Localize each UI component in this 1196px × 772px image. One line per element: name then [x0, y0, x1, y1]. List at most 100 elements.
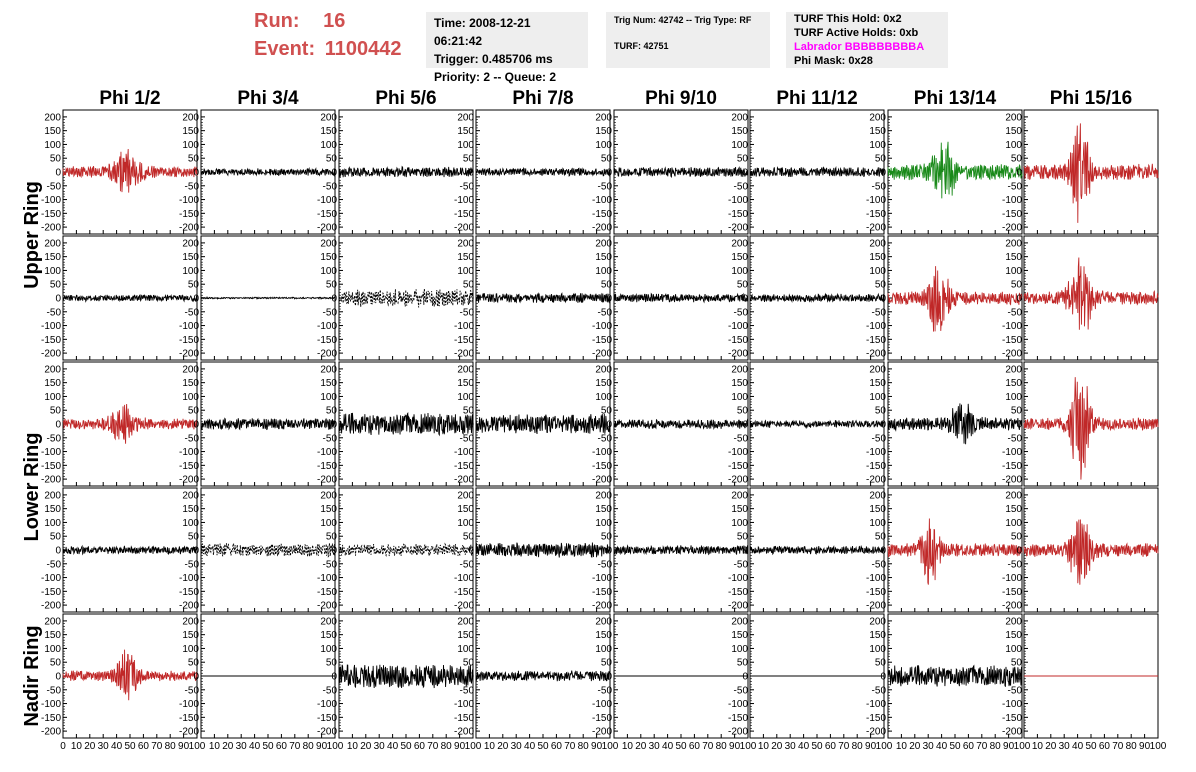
ytick-label: 150 [869, 126, 886, 137]
column-title-7: Phi 13/14 [914, 88, 997, 109]
xtick-label: 40 [387, 741, 399, 752]
ytick-label: -200 [592, 475, 612, 486]
ytick-label: 100 [182, 392, 199, 403]
ytick-label: 150 [731, 630, 748, 641]
ytick-label: 0 [880, 672, 886, 683]
xtick-label: 90 [178, 741, 190, 752]
xtick-label: 60 [825, 741, 837, 752]
ytick-label: 50 [188, 406, 200, 417]
ytick-label: -150 [454, 335, 474, 346]
ytick-label: 50 [737, 406, 749, 417]
waveform-trace-r3-c0 [62, 544, 198, 556]
ytick-label: 150 [595, 126, 612, 137]
ytick-label: 100 [182, 518, 199, 529]
ytick-label: -200 [179, 727, 199, 738]
xtick-label: 60 [138, 741, 150, 752]
ytick-label: 0 [606, 546, 612, 557]
column-title-6: Phi 11/12 [776, 88, 857, 109]
ytick-label: 100 [1005, 266, 1022, 277]
ytick-label: 0 [1016, 420, 1022, 431]
xtick-label: 10 [1032, 741, 1044, 752]
phi-mask-text: Phi Mask: 0x28 [794, 55, 873, 67]
waveform-trace-r1-c2 [338, 288, 474, 308]
xtick-label: 80 [716, 741, 728, 752]
xtick-label: 20 [222, 741, 234, 752]
turf-info-box: TURF This Hold: 0x2 TURF Active Holds: 0… [786, 12, 948, 68]
ytick-label: 150 [1005, 504, 1022, 515]
ytick-label: -100 [317, 195, 337, 206]
ytick-label: -150 [728, 713, 748, 724]
event-label: Event: 1100442 [254, 38, 401, 61]
ytick-label: -150 [592, 587, 612, 598]
ytick-label: -200 [454, 349, 474, 360]
ytick-label: -200 [1002, 601, 1022, 612]
ytick-label: -150 [317, 587, 337, 598]
ytick-label: -150 [179, 713, 199, 724]
xtick-label: 90 [729, 741, 741, 752]
ytick-label: 200 [869, 616, 886, 627]
ytick-label: -150 [454, 587, 474, 598]
ytick-label: -200 [728, 475, 748, 486]
ytick-label: -50 [185, 685, 200, 696]
ytick-label: 50 [875, 280, 887, 291]
event-value: 1100442 [324, 38, 402, 60]
xtick-label: 100 [740, 741, 757, 752]
ytick-label: -50 [734, 685, 749, 696]
xtick-label: 20 [360, 741, 372, 752]
ytick-label: -200 [41, 601, 61, 612]
ytick-label: 0 [880, 168, 886, 179]
xtick-label: 30 [923, 741, 935, 752]
xtick-label: 70 [151, 741, 163, 752]
xtick-label: 90 [865, 741, 877, 752]
ytick-label: 200 [731, 238, 748, 249]
xtick-label: 70 [976, 741, 988, 752]
ytick-label: -100 [1002, 195, 1022, 206]
ytick-label: -50 [323, 433, 338, 444]
ytick-label: 100 [182, 644, 199, 655]
ytick-label: 100 [457, 392, 474, 403]
ytick-label: 150 [457, 252, 474, 263]
ytick-label: 0 [742, 546, 748, 557]
xtick-label: 60 [963, 741, 975, 752]
ytick-label: 50 [188, 154, 200, 165]
ytick-label: -100 [454, 447, 474, 458]
waveform-trace-r1-c5 [749, 292, 885, 303]
waveform-trace-r0-c3 [475, 167, 611, 177]
xtick-label: 80 [1126, 741, 1138, 752]
ytick-label: -200 [41, 223, 61, 234]
ytick-label: 0 [742, 420, 748, 431]
ytick-label: -150 [866, 713, 886, 724]
ytick-label: -100 [317, 699, 337, 710]
ring-label-3: Nadir Ring [21, 625, 43, 726]
ytick-label: 150 [44, 630, 61, 641]
ytick-label: -200 [1002, 727, 1022, 738]
ytick-label: -100 [317, 573, 337, 584]
ytick-label: -100 [179, 321, 199, 332]
ytick-label: -100 [317, 447, 337, 458]
ytick-label: 50 [326, 280, 338, 291]
ytick-label: -50 [460, 559, 475, 570]
ytick-label: 0 [331, 672, 337, 683]
ytick-label: -200 [317, 601, 337, 612]
xtick-label: 70 [1112, 741, 1124, 752]
waveform-trace-r3-c4 [613, 544, 749, 556]
ytick-label: 200 [457, 616, 474, 627]
ytick-label: 0 [193, 168, 199, 179]
ytick-label: 0 [1016, 168, 1022, 179]
ytick-label: 100 [44, 392, 61, 403]
ytick-label: 0 [193, 672, 199, 683]
ytick-label: -50 [1008, 685, 1023, 696]
xtick-label: 80 [852, 741, 864, 752]
run-value: 16 [323, 10, 346, 32]
column-title-3: Phi 5/6 [375, 88, 436, 109]
ytick-label: -100 [1002, 447, 1022, 458]
ytick-label: 150 [731, 504, 748, 515]
xtick-label: 100 [876, 741, 893, 752]
ytick-label: 200 [457, 112, 474, 123]
ytick-label: -50 [1008, 559, 1023, 570]
run-label-text: Run: [254, 10, 300, 32]
waveform-trace-r2-c5 [749, 419, 885, 430]
ytick-label: -200 [1002, 349, 1022, 360]
ytick-label: -150 [592, 209, 612, 220]
